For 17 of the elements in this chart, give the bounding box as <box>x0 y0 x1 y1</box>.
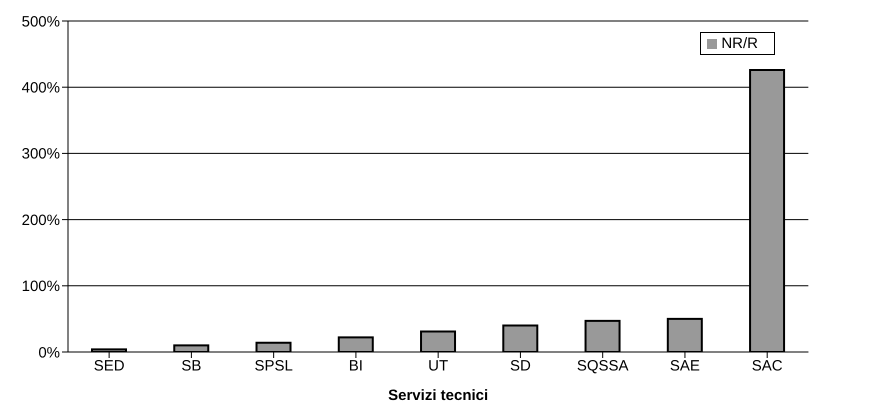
x-tick-label: SED <box>94 358 125 375</box>
y-tick-label: 500% <box>22 13 60 30</box>
x-tick-label: SAC <box>752 358 783 375</box>
x-tick-label: SPSL <box>254 358 293 375</box>
y-tick-label: 300% <box>22 146 60 163</box>
legend-label: NR/R <box>721 35 758 52</box>
y-tick-label: 100% <box>22 278 60 296</box>
x-tick-label: SQSSA <box>576 358 629 375</box>
x-tick-label: SB <box>181 358 202 375</box>
x-tick-label: BI <box>348 358 363 375</box>
x-axis-title: Servizi tecnici <box>388 387 488 404</box>
x-tick-label: UT <box>428 358 448 375</box>
x-tick-label: SAE <box>670 358 700 375</box>
y-tick-label: 0% <box>38 344 60 362</box>
x-tick-label: SD <box>510 358 532 375</box>
y-tick-label: 400% <box>22 80 60 97</box>
y-tick-label: 200% <box>22 212 60 229</box>
